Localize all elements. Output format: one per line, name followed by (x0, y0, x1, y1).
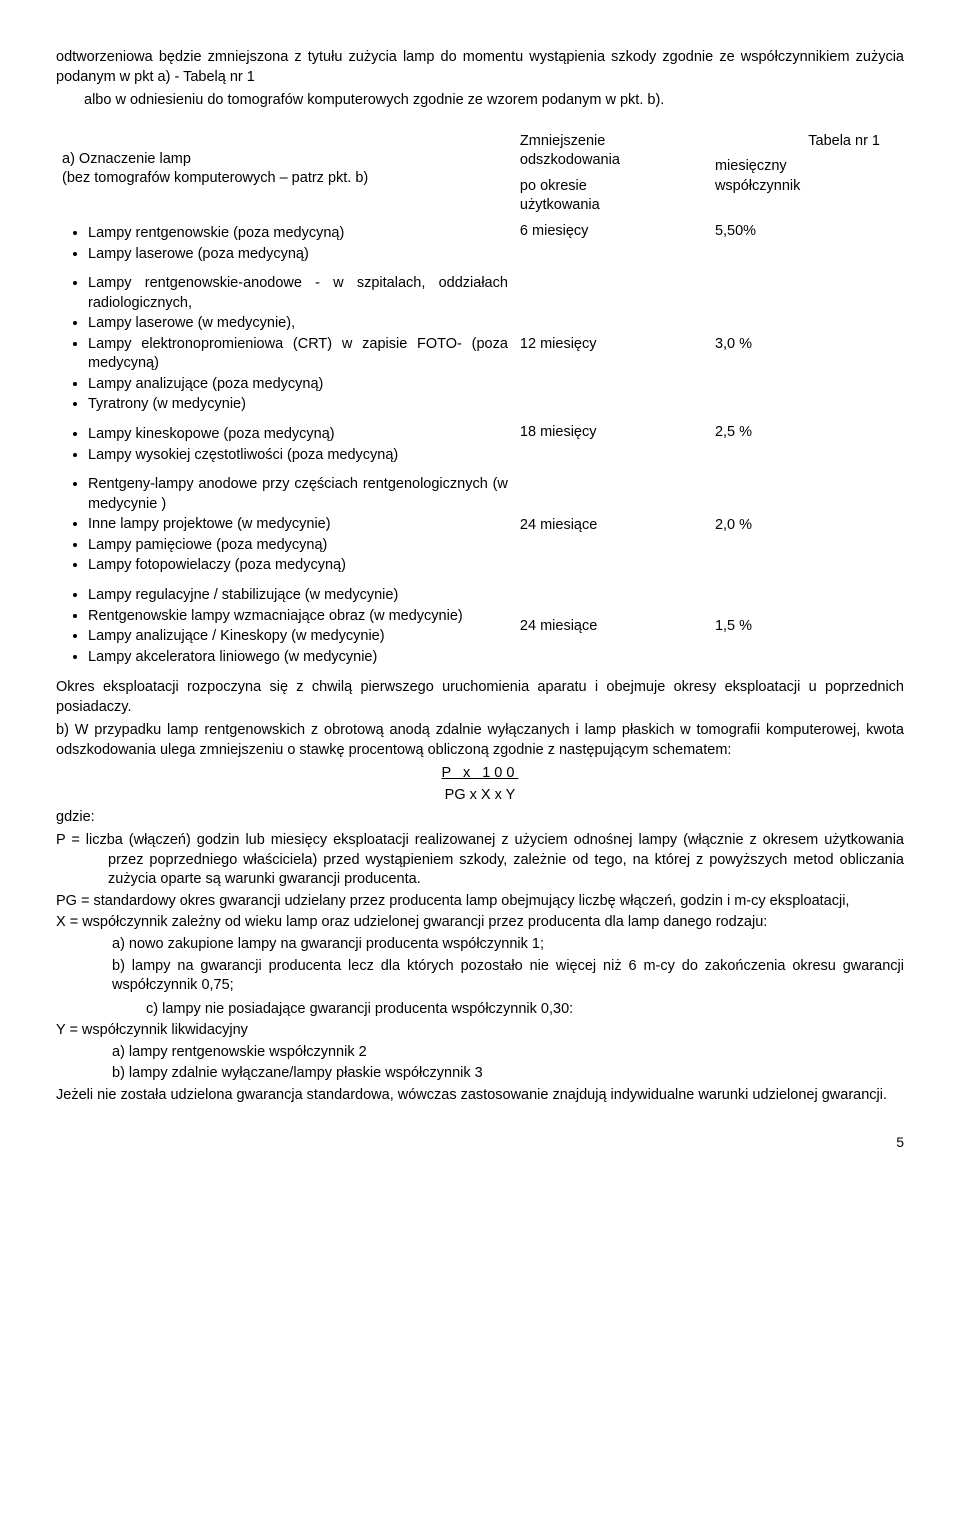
row-items: Lampy rentgenowskie (poza medycyną) Lamp… (62, 224, 508, 264)
formula-denominator: PG x X x Y (56, 786, 904, 806)
x-sub-c: c) lampy nie posiadające gwarancji produ… (56, 1000, 904, 1020)
list-item: Lampy analizujące / Kineskopy (w medycyn… (88, 627, 508, 647)
list-item: Lampy analizujące (poza medycyną) (88, 375, 508, 395)
table-row: Lampy rentgenowskie (poza medycyną) Lamp… (56, 219, 904, 269)
y-sub-a: a) lampy rentgenowskie współczynnik 2 (56, 1043, 904, 1063)
row-period: 18 miesięcy (514, 420, 709, 470)
after-p3: Jeżeli nie została udzielona gwarancja s… (56, 1086, 904, 1106)
intro-line-2: albo w odniesieniu do tomografów kompute… (84, 91, 904, 111)
row-coef: 2,5 % (709, 420, 904, 470)
def-x: X = współczynnik zależny od wieku lamp o… (56, 913, 904, 933)
intro-line-1: odtworzeniowa będzie zmniejszona z tytuł… (56, 48, 904, 87)
after-p2: b) W przypadku lamp rentgenowskich z obr… (56, 721, 904, 760)
table-row: Lampy rentgenowskie-anodowe - w szpitala… (56, 269, 904, 420)
list-item: Lampy rentgenowskie-anodowe - w szpitala… (88, 274, 508, 313)
table-row: Lampy regulacyjne / stabilizujące (w med… (56, 581, 904, 672)
table-header-mid: Zmniejszenie odszkodowania po okresie uż… (514, 129, 709, 219)
header-mid-top: Zmniejszenie odszkodowania (520, 132, 703, 171)
header-mid-l1: po okresie (520, 177, 703, 197)
y-sub-b: b) lampy zdalnie wyłączane/lampy płaskie… (56, 1064, 904, 1084)
row-coef: 5,50% (709, 219, 904, 269)
def-y: Y = współczynnik likwidacyjny (56, 1021, 904, 1041)
row-period: 12 miesięcy (514, 269, 709, 420)
x-sub-b: b) lampy na gwarancji producenta lecz dl… (56, 957, 904, 996)
list-item: Lampy pamięciowe (poza medycyną) (88, 536, 508, 556)
list-item: Lampy wysokiej częstotliwości (poza medy… (88, 446, 508, 466)
header-mid-l2: użytkowania (520, 196, 703, 216)
header-left-line1: a) Oznaczenie lamp (62, 150, 508, 170)
list-item: Lampy laserowe (poza medycyną) (88, 245, 508, 265)
table-row: Lampy kineskopowe (poza medycyną) Lampy … (56, 420, 904, 470)
table-header-left: a) Oznaczenie lamp (bez tomografów kompu… (56, 129, 514, 219)
header-left-line2: (bez tomografów komputerowych – patrz pk… (62, 169, 508, 189)
list-item: Rentgenowskie lampy wzmacniające obraz (… (88, 607, 508, 627)
table-title: Tabela nr 1 (715, 132, 898, 152)
list-item: Lampy akceleratora liniowego (w medycyni… (88, 648, 508, 668)
after-p1: Okres eksploatacji rozpoczyna się z chwi… (56, 678, 904, 717)
list-item: Inne lampy projektowe (w medycynie) (88, 515, 508, 535)
list-item: Rentgeny-lampy anodowe przy częściach re… (88, 475, 508, 514)
list-item: Lampy laserowe (w medycynie), (88, 314, 508, 334)
row-items: Rentgeny-lampy anodowe przy częściach re… (62, 475, 508, 576)
list-item: Tyratrony (w medycynie) (88, 395, 508, 415)
def-pg: PG = standardowy okres gwarancji udziela… (56, 892, 904, 912)
row-coef: 1,5 % (709, 581, 904, 672)
row-items: Lampy kineskopowe (poza medycyną) Lampy … (62, 425, 508, 465)
row-period: 6 miesięcy (514, 219, 709, 269)
table-header-right: Tabela nr 1 miesięczny współczynnik (709, 129, 904, 219)
table-row: Rentgeny-lampy anodowe przy częściach re… (56, 470, 904, 581)
def-p: P = liczba (włączeń) godzin lub miesięcy… (56, 831, 904, 890)
lamp-table: a) Oznaczenie lamp (bez tomografów kompu… (56, 129, 904, 673)
page-number: 5 (56, 1133, 904, 1152)
list-item: Lampy rentgenowskie (poza medycyną) (88, 224, 508, 244)
header-right-l1: miesięczny (715, 157, 898, 177)
list-item: Lampy regulacyjne / stabilizujące (w med… (88, 586, 508, 606)
list-item: Lampy fotopowielaczy (poza medycyną) (88, 556, 508, 576)
gdzie-label: gdzie: (56, 808, 904, 828)
header-right-l2: współczynnik (715, 177, 898, 197)
formula-numerator: P x 100 (56, 764, 904, 784)
row-items: Lampy rentgenowskie-anodowe - w szpitala… (62, 274, 508, 415)
x-sub-a: a) nowo zakupione lampy na gwarancji pro… (56, 935, 904, 955)
row-items: Lampy regulacyjne / stabilizujące (w med… (62, 586, 508, 667)
row-period: 24 miesiące (514, 470, 709, 581)
row-period: 24 miesiące (514, 581, 709, 672)
row-coef: 3,0 % (709, 269, 904, 420)
row-coef: 2,0 % (709, 470, 904, 581)
list-item: Lampy kineskopowe (poza medycyną) (88, 425, 508, 445)
list-item: Lampy elektronopromieniowa (CRT) w zapis… (88, 335, 508, 374)
